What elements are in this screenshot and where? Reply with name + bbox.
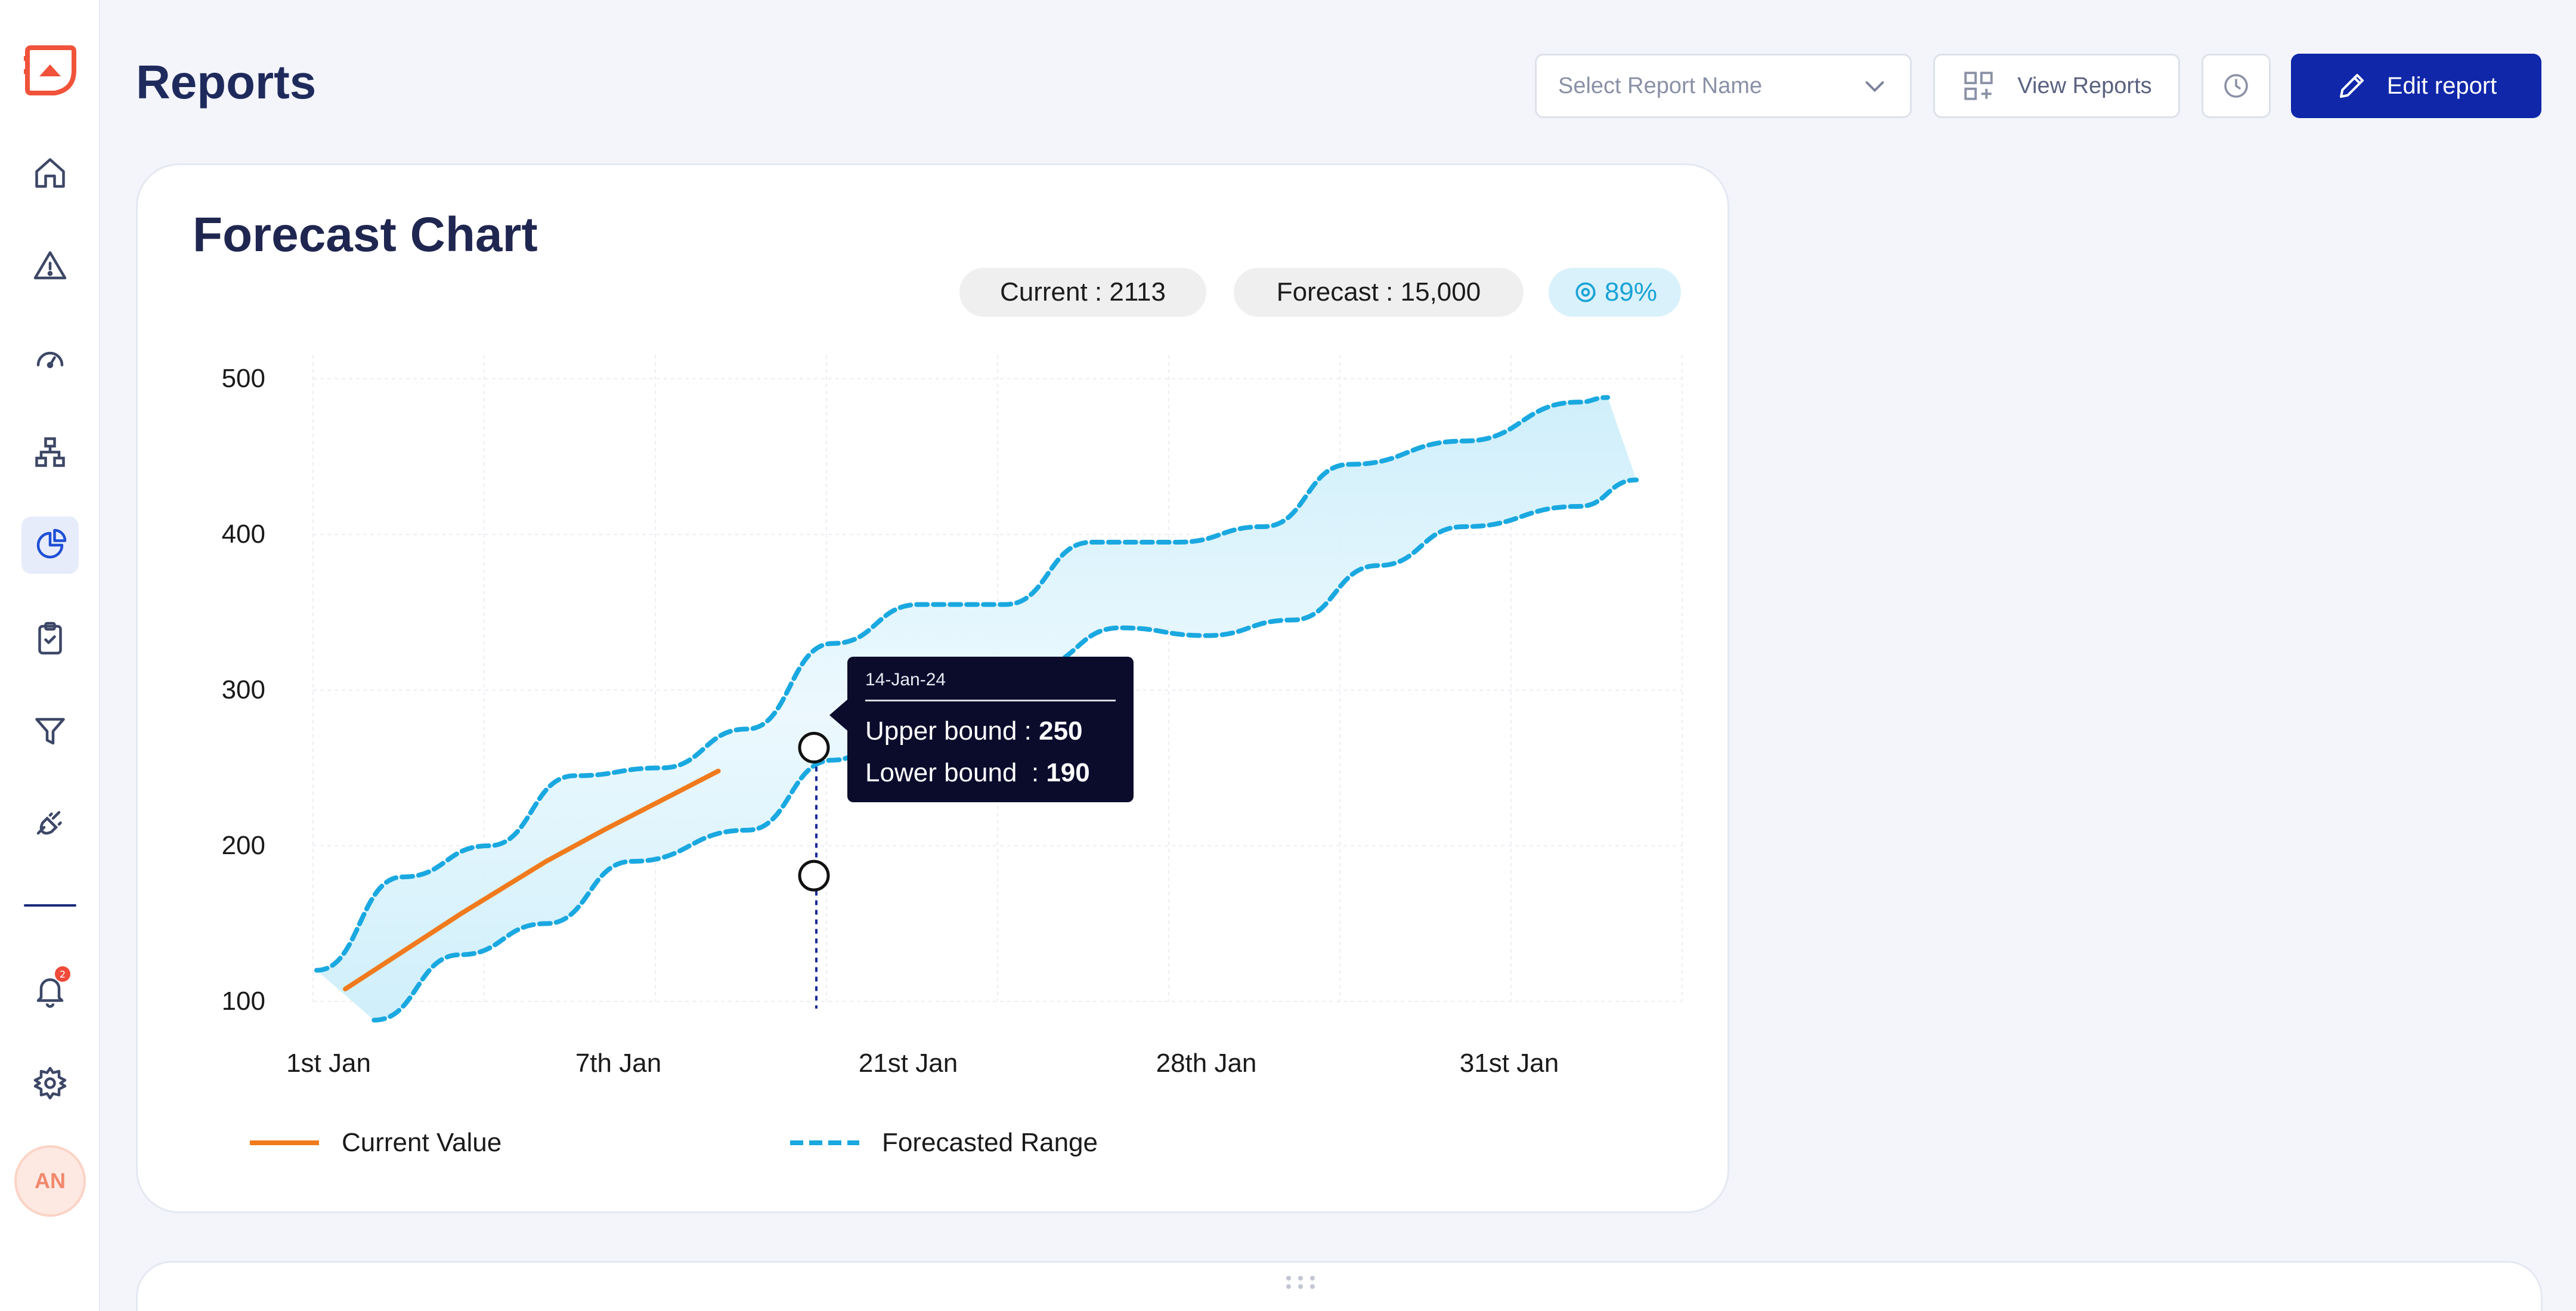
sidebar: 2 AN [0,0,100,1311]
x-tick-label: 7th Jan [575,1049,661,1078]
edit-report-label: Edit report [2386,72,2497,99]
home-icon [35,158,65,188]
y-tick-label: 200 [222,831,265,860]
y-tick-label: 300 [222,675,265,704]
tooltip-lower-bound: Lower bound : 190 [865,758,1090,787]
tooltip-date: 14-Jan-24 [865,670,946,689]
app-logo-icon[interactable] [23,43,78,98]
pencil-icon [2339,73,2364,98]
view-reports-button[interactable]: View Reports [1933,54,2180,118]
legend-current-swatch [250,1140,319,1145]
sidebar-divider [24,904,76,907]
target-icon [1575,282,1596,302]
y-tick-label: 100 [222,987,265,1016]
x-tick-label: 1st Jan [286,1049,371,1078]
current-value-pill: Current : 2113 [959,268,1206,317]
warning-icon [33,251,67,280]
history-button[interactable] [2202,54,2271,118]
edit-report-button[interactable]: Edit report [2291,54,2541,118]
highlight-lower-point [798,859,830,892]
y-tick-label: 500 [222,364,265,393]
legend-forecast-range: Forecasted Range [790,1128,1098,1158]
legend-forecast-swatch [790,1140,859,1145]
clock-icon [2224,74,2248,98]
select-placeholder: Select Report Name [1558,73,1763,98]
page-title: Reports [136,55,317,109]
tooltip-upper-bound: Upper bound : 250 [865,716,1083,746]
sidebar-item-home[interactable] [21,144,79,202]
legend-current-value: Current Value [250,1128,501,1158]
drag-handle-icon[interactable] [1283,1273,1318,1291]
grid-add-icon [1964,72,1993,100]
sidebar-item-filters[interactable] [21,703,79,760]
gauge-icon [36,351,64,369]
sitemap-icon [35,437,65,467]
bell-icon [36,978,64,1008]
forecast-chart-card: Forecast Chart Current : 2113 Forecast :… [136,163,1729,1213]
x-tick-label: 28th Jan [1156,1049,1257,1078]
chart-title: Forecast Chart [193,208,538,262]
sidebar-item-hierarchy[interactable] [21,423,79,481]
filter-icon [35,718,65,745]
report-name-select[interactable]: Select Report Name [1535,54,1912,118]
legend-current-label: Current Value [342,1128,502,1157]
x-tick-label: 21st Jan [859,1049,958,1078]
chevron-down-icon [1865,81,1884,92]
current-value-line [343,768,721,992]
forecast-upper-line [314,395,1611,973]
chart-tooltip: 14-Jan-24 Upper bound : 250 Lower bound … [829,657,1134,802]
forecast-value-pill: Forecast : 15,000 [1234,268,1524,317]
notification-badge: 2 [55,966,70,982]
accuracy-value: 89% [1604,277,1658,307]
x-tick-label: 31st Jan [1460,1049,1559,1078]
sidebar-item-dashboard[interactable] [21,330,79,388]
clipboard-check-icon [38,622,62,655]
view-reports-label: View Reports [2017,73,2152,98]
accuracy-pill: 89% [1549,268,1681,317]
sidebar-item-tasks[interactable] [21,610,79,667]
sidebar-item-alerts[interactable] [21,237,79,295]
secondary-panel [136,1261,2543,1311]
notifications-button[interactable]: 2 [21,961,79,1019]
y-tick-label: 400 [222,520,265,549]
highlight-upper-point [798,732,830,763]
forecast-band-area [317,397,1637,1021]
legend-forecast-label: Forecasted Range [882,1128,1098,1157]
gear-icon [33,1066,67,1100]
tooltip-divider [865,700,1116,701]
sidebar-item-reports[interactable] [21,517,79,574]
pie-chart-icon [36,528,67,559]
settings-button[interactable] [21,1055,79,1112]
sidebar-item-integrations[interactable] [21,796,79,853]
avatar[interactable]: AN [14,1145,86,1217]
plug-icon [36,811,62,835]
